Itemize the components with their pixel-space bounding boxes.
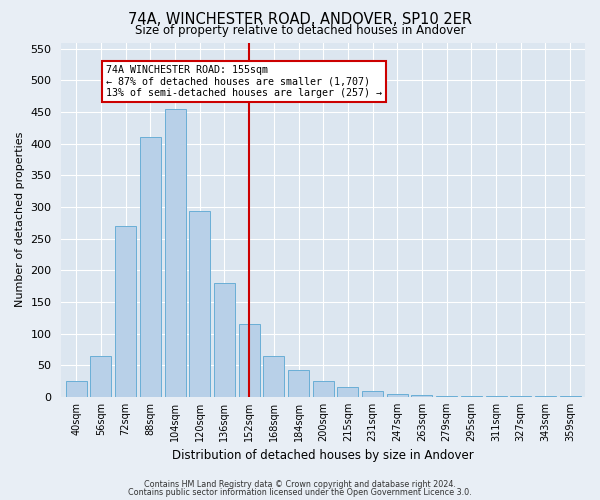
Bar: [313, 381, 334, 397]
Bar: [140, 138, 161, 397]
Bar: [214, 283, 235, 397]
Bar: [288, 370, 309, 397]
Bar: [362, 390, 383, 397]
Text: 74A WINCHESTER ROAD: 155sqm
← 87% of detached houses are smaller (1,707)
13% of : 74A WINCHESTER ROAD: 155sqm ← 87% of det…: [106, 64, 382, 98]
Text: Contains public sector information licensed under the Open Government Licence 3.: Contains public sector information licen…: [128, 488, 472, 497]
Bar: [189, 212, 210, 397]
Bar: [239, 324, 260, 397]
Bar: [436, 396, 457, 397]
Text: 74A, WINCHESTER ROAD, ANDOVER, SP10 2ER: 74A, WINCHESTER ROAD, ANDOVER, SP10 2ER: [128, 12, 472, 26]
Text: Contains HM Land Registry data © Crown copyright and database right 2024.: Contains HM Land Registry data © Crown c…: [144, 480, 456, 489]
X-axis label: Distribution of detached houses by size in Andover: Distribution of detached houses by size …: [172, 450, 474, 462]
Bar: [412, 395, 433, 397]
Bar: [461, 396, 482, 397]
Bar: [115, 226, 136, 397]
Bar: [164, 109, 185, 397]
Bar: [485, 396, 506, 397]
Text: Size of property relative to detached houses in Andover: Size of property relative to detached ho…: [135, 24, 465, 37]
Bar: [510, 396, 531, 397]
Bar: [263, 356, 284, 397]
Bar: [337, 388, 358, 397]
Bar: [66, 381, 87, 397]
Y-axis label: Number of detached properties: Number of detached properties: [15, 132, 25, 308]
Bar: [91, 356, 112, 397]
Bar: [535, 396, 556, 397]
Bar: [560, 396, 581, 397]
Bar: [387, 394, 408, 397]
